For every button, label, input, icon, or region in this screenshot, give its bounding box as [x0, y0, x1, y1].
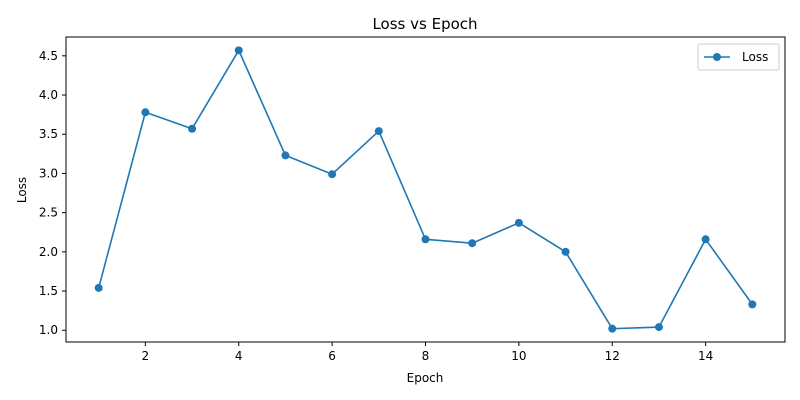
x-tick-label: 6: [328, 349, 336, 363]
y-tick-label: 2.5: [39, 206, 58, 220]
data-point: [328, 170, 337, 179]
legend-marker-swatch: [713, 53, 721, 61]
x-tick-label: 4: [235, 349, 243, 363]
data-point: [374, 127, 383, 136]
series-layer: [94, 46, 757, 333]
data-point: [234, 46, 243, 55]
y-tick-label: 1.5: [39, 284, 58, 298]
legend-label: Loss: [742, 50, 768, 64]
y-tick-label: 1.0: [39, 323, 58, 337]
data-point: [281, 151, 290, 160]
x-tick-label: 8: [422, 349, 430, 363]
y-tick-label: 3.5: [39, 127, 58, 141]
y-axis-label: Loss: [15, 177, 29, 203]
data-point: [654, 323, 663, 332]
series-line-loss: [97, 49, 753, 330]
y-tick-label: 3.0: [39, 166, 58, 180]
data-point: [748, 300, 757, 309]
y-tick-label: 4.5: [39, 49, 58, 63]
data-point: [141, 108, 150, 117]
data-point: [94, 283, 103, 292]
data-point: [608, 324, 617, 333]
x-axis-label: Epoch: [407, 371, 444, 385]
legend: Loss: [697, 43, 780, 71]
data-point: [188, 124, 197, 133]
y-tick-label: 2.0: [39, 245, 58, 259]
x-tick-label: 14: [698, 349, 713, 363]
x-axis: 2 4 6 8 10 12 14: [142, 342, 713, 363]
data-point: [514, 218, 523, 227]
plot-area-frame: [65, 36, 786, 343]
x-tick-label: 12: [605, 349, 620, 363]
chart-title: Loss vs Epoch: [372, 15, 477, 33]
data-point: [561, 247, 570, 256]
data-point: [421, 235, 430, 244]
x-tick-label: 10: [511, 349, 526, 363]
x-tick-label: 2: [142, 349, 150, 363]
data-point: [701, 235, 710, 244]
data-point: [468, 239, 477, 248]
y-axis: 1.0 1.5 2.0 2.5 3.0 3.5 4.0 4.5: [39, 49, 66, 337]
legend-box: [697, 43, 780, 71]
y-tick-label: 4.0: [39, 88, 58, 102]
